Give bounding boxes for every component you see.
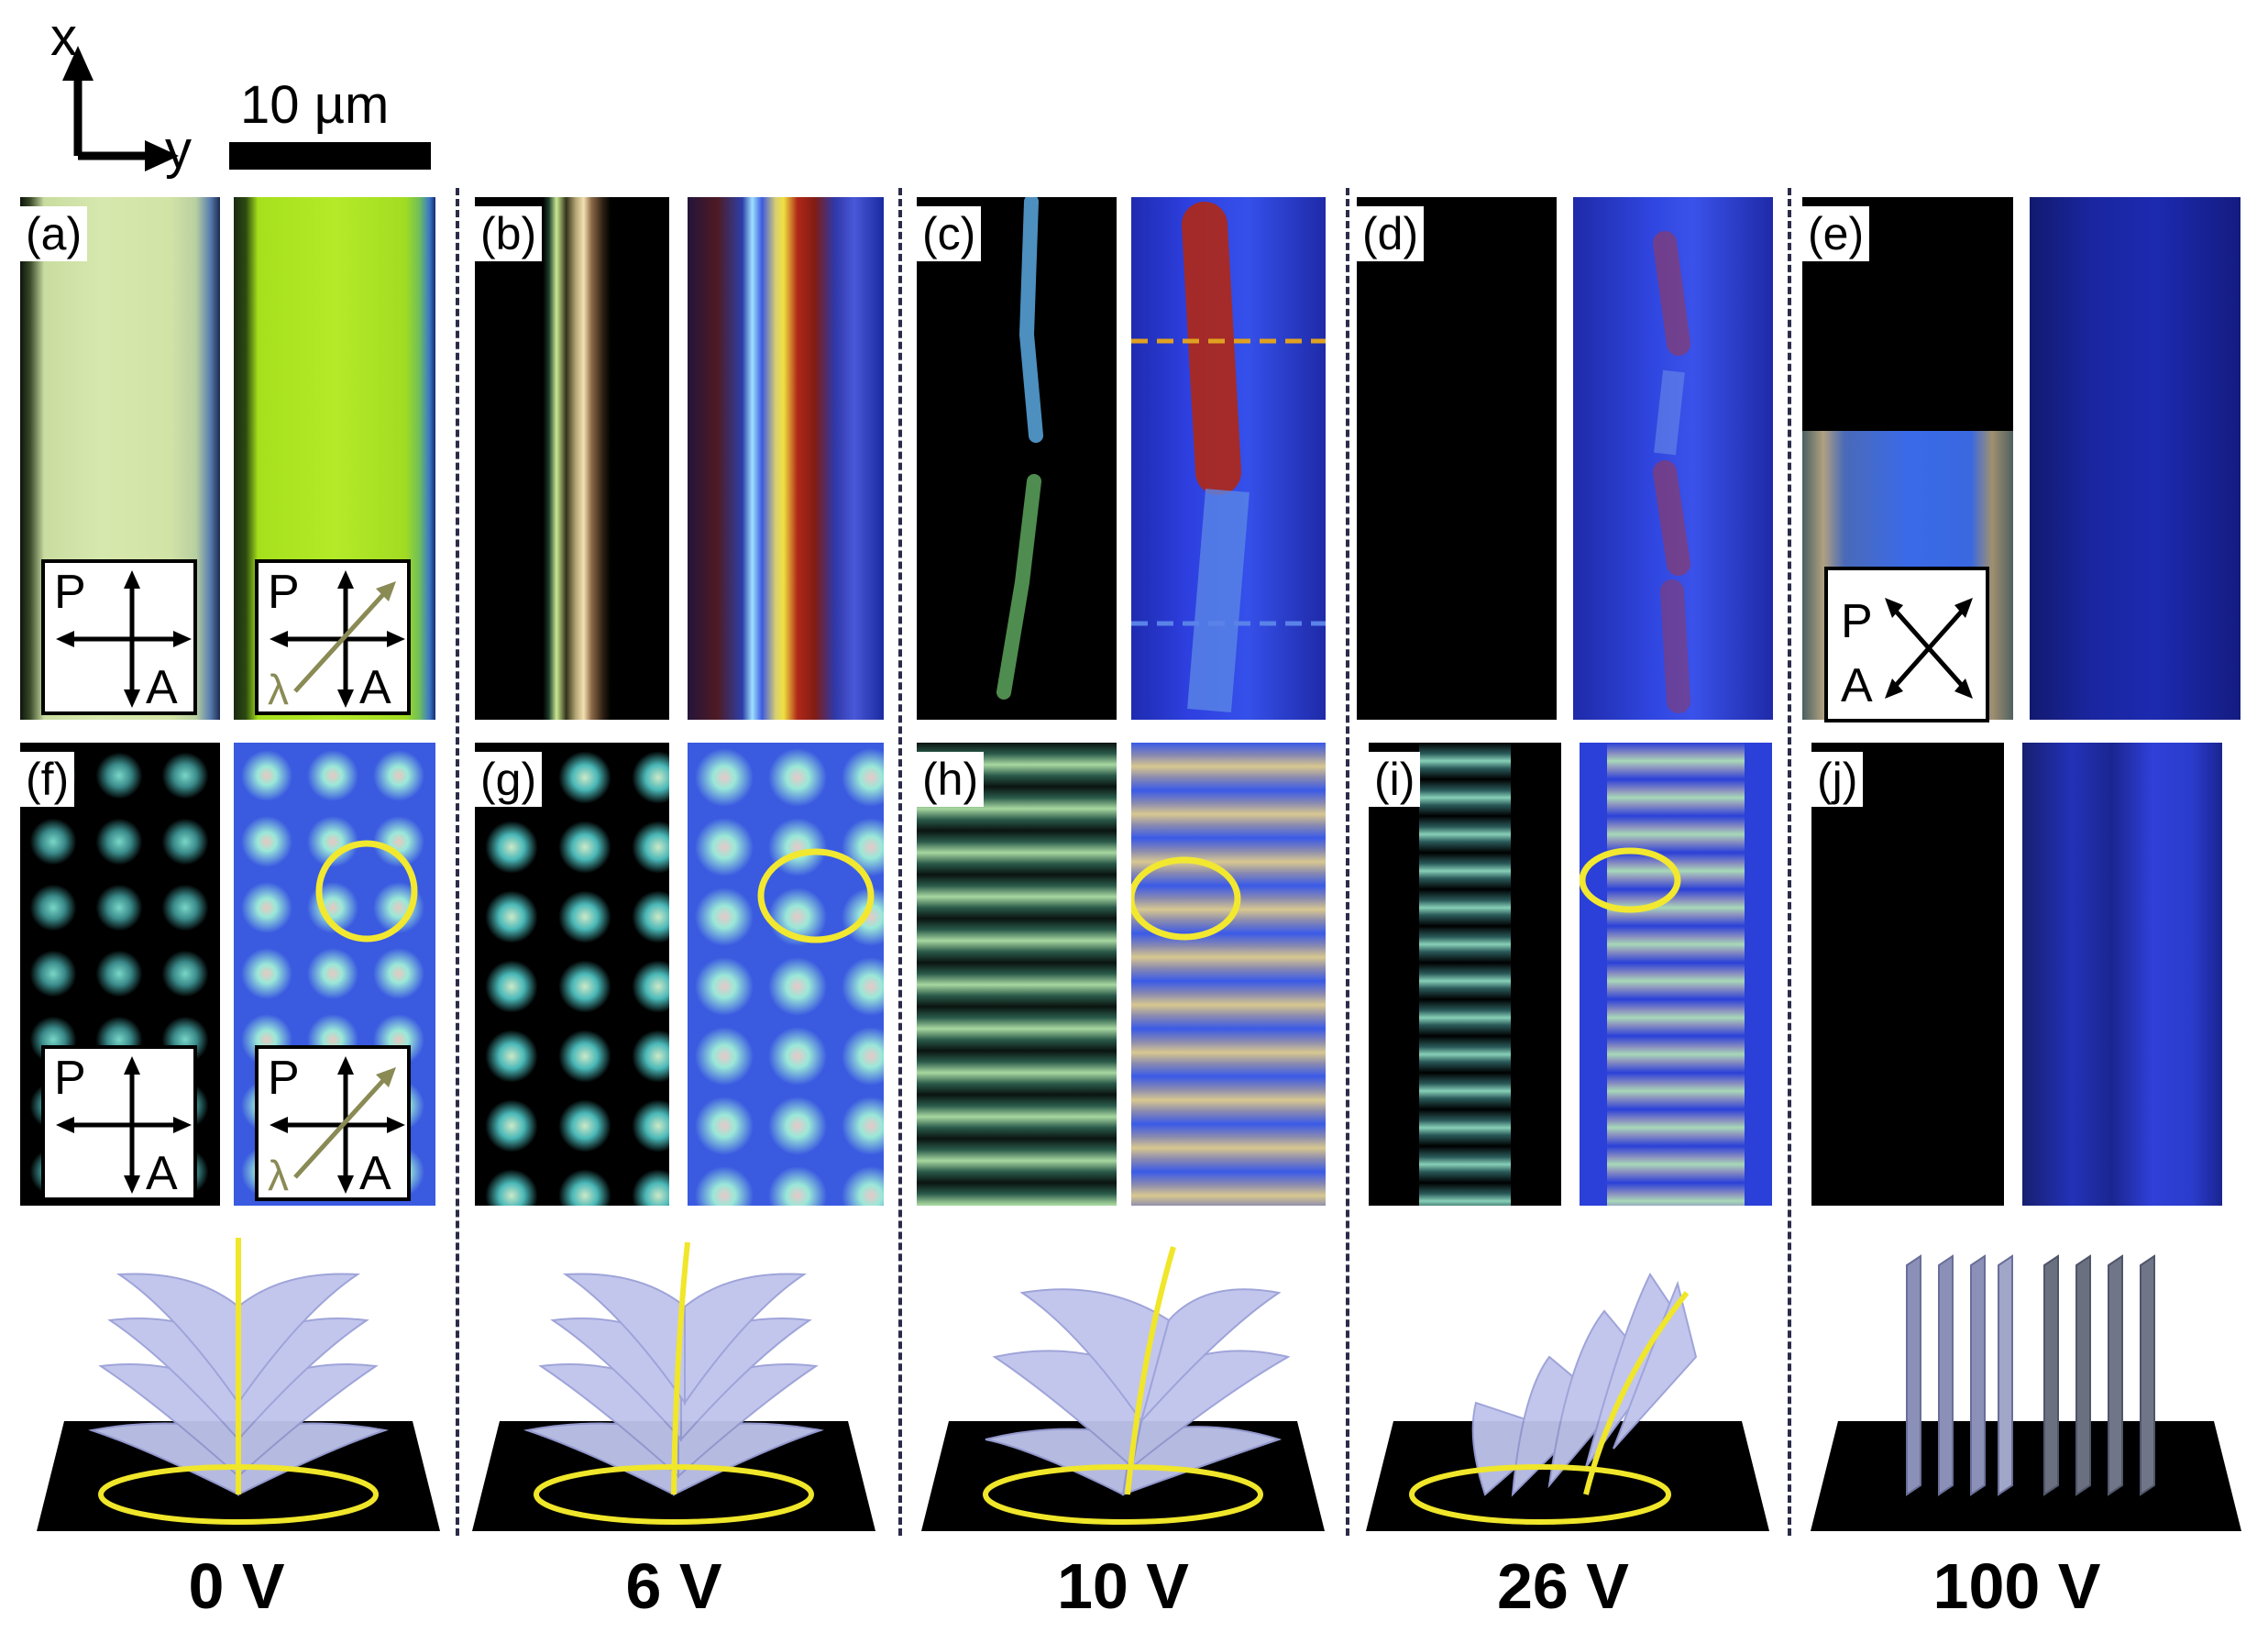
y-axis-label: y	[165, 120, 192, 180]
voltage-label-26v: 26 V	[1497, 1550, 1629, 1622]
schematic-10v	[921, 1246, 1325, 1531]
waveplate-letter: λ	[268, 666, 289, 713]
analyzer-letter: A	[359, 1147, 391, 1200]
micrograph-i-crossed	[1369, 743, 1561, 1206]
micrograph-h-waveplate	[1131, 743, 1326, 1206]
scale-bar	[229, 142, 431, 170]
micrograph-j-waveplate	[2022, 743, 2222, 1206]
panel-label-a: (a)	[20, 206, 88, 261]
schematic-100v	[1811, 1254, 2241, 1531]
micrograph-j-crossed	[1811, 743, 2004, 1206]
polarizer-letter: P	[268, 566, 300, 619]
panel-label-g: (g)	[475, 752, 543, 807]
panel-label-d: (d)	[1357, 206, 1425, 261]
micrograph-c-waveplate	[1131, 197, 1326, 720]
micrograph-i-waveplate	[1580, 743, 1772, 1206]
x-axis-label: x	[50, 7, 77, 67]
polarizer-letter: P	[1841, 595, 1873, 648]
polarizer-letter: P	[268, 1052, 300, 1105]
column-separator	[1788, 188, 1791, 1536]
scale-bar-label: 10 µm	[240, 75, 390, 135]
polarizer-letter: P	[54, 566, 86, 619]
column-separator	[1346, 188, 1349, 1536]
schematic-26v	[1366, 1273, 1769, 1531]
polarizer-inset: P A	[41, 1045, 197, 1201]
micrograph-d-crossed	[1357, 197, 1557, 720]
panel-label-i: (i)	[1369, 752, 1421, 807]
panel-label-j: (j)	[1811, 752, 1864, 807]
micrograph-g-crossed	[475, 743, 669, 1206]
crossed-polarizers-icon	[56, 1056, 192, 1194]
polarizer-letter: P	[54, 1052, 86, 1105]
polarizer-inset: P A	[41, 559, 197, 715]
polarizer-waveplate-inset: P λ A	[255, 1045, 411, 1201]
micrograph-b-waveplate	[688, 197, 884, 720]
micrograph-h-crossed	[917, 743, 1117, 1206]
voltage-label-100v: 100 V	[1932, 1550, 2101, 1622]
polarizer-waveplate-inset: P λ A	[255, 559, 411, 715]
column-separator	[456, 188, 459, 1536]
waveplate-letter: λ	[268, 1152, 289, 1199]
panel-label-c: (c)	[917, 206, 982, 261]
voltage-label-0v: 0 V	[188, 1550, 285, 1622]
micrograph-b-crossed	[475, 197, 669, 720]
voltage-label-6v: 6 V	[625, 1550, 722, 1622]
micrograph-e-waveplate	[2030, 197, 2240, 720]
analyzer-letter: A	[146, 1147, 178, 1200]
analyzer-letter: A	[146, 661, 178, 714]
schematic-6v	[472, 1241, 875, 1531]
analyzer-letter: A	[359, 661, 391, 714]
waveplate-polarizers-icon	[270, 570, 405, 708]
column-separator	[898, 188, 902, 1536]
micrograph-d-waveplate	[1573, 197, 1773, 720]
micrograph-c-crossed	[917, 197, 1117, 720]
axis-indicator	[62, 46, 179, 171]
analyzer-letter: A	[1841, 659, 1873, 712]
polarizer-inset-45deg: P A	[1824, 567, 1989, 722]
voltage-label-10v: 10 V	[1057, 1550, 1189, 1622]
crossed-polarizers-icon	[56, 570, 192, 708]
panel-label-e: (e)	[1802, 206, 1870, 261]
waveplate-polarizers-icon	[270, 1056, 405, 1194]
schematic-0v	[37, 1238, 440, 1531]
panel-label-h: (h)	[917, 752, 985, 807]
diagonal-polarizers-icon	[1885, 598, 1973, 699]
panel-label-b: (b)	[475, 206, 543, 261]
panel-label-f: (f)	[20, 752, 75, 807]
micrograph-g-waveplate	[688, 743, 884, 1206]
